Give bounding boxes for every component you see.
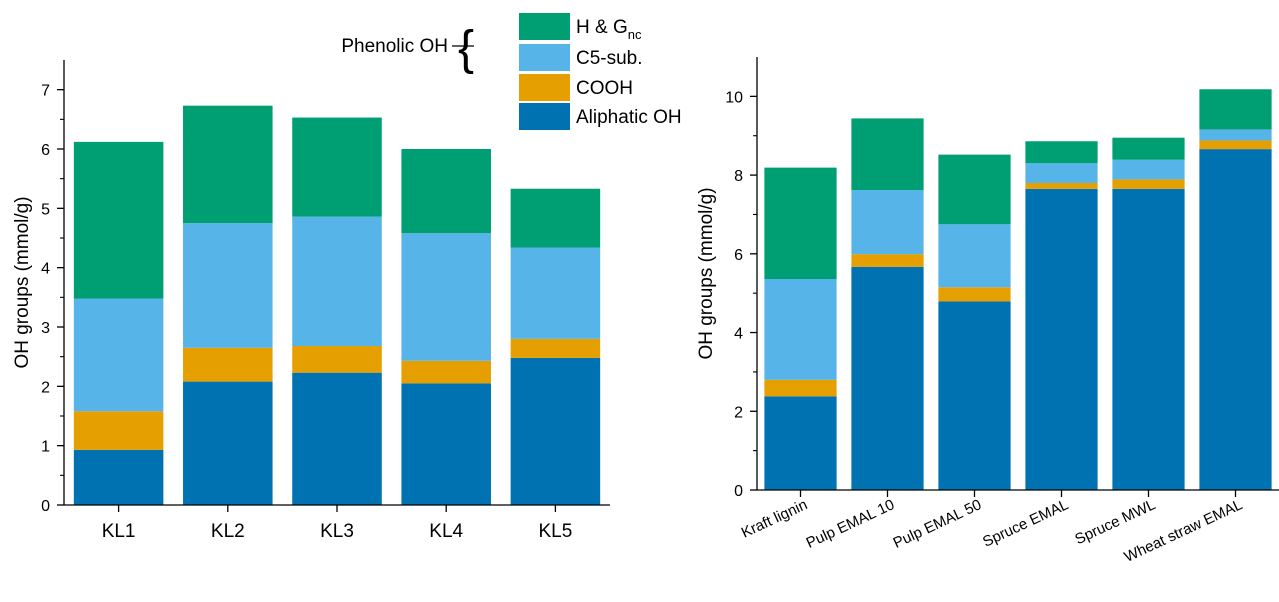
bar-hg-kl3 <box>292 117 382 217</box>
bar-hg-kl2 <box>183 105 273 224</box>
bar-cooh-spruce-mwl <box>1112 179 1185 189</box>
y-tick-label: 8 <box>734 168 743 185</box>
bar-c5sub-kl2 <box>183 223 273 348</box>
y-tick-label: 1 <box>41 439 50 456</box>
x-tick-label: Spruce EMAL <box>980 496 1071 551</box>
bar-c5sub-pulp-emal-10 <box>851 190 924 255</box>
bar-hg-kraft-lignin <box>764 167 837 280</box>
left-chart: KL1 KL2 KL3 KL4 KL5 0 1 2 3 4 5 6 7 OH groups (mmol/g… <box>12 60 610 542</box>
bar-aliphatic-kl5 <box>510 357 601 505</box>
bar-hg-spruce-mwl <box>1112 137 1185 160</box>
bar-cooh-kl5 <box>510 338 601 358</box>
x-tick-label: KL1 <box>102 521 136 542</box>
x-tick-label: Pulp EMAL 10 <box>804 496 898 552</box>
y-tick-label: 0 <box>41 498 50 515</box>
bar-aliphatic-spruce-emal <box>1025 188 1098 491</box>
bar-hg-spruce-emal <box>1025 141 1098 164</box>
bar-cooh-kl2 <box>183 347 273 382</box>
x-tick-label: Pulp EMAL 50 <box>891 496 985 552</box>
legend-swatch-c5sub <box>519 44 570 71</box>
bar-aliphatic-wheat-straw-emal <box>1199 149 1272 491</box>
legend: Phenolic OH { H & Gnc C5-sub. COOH Aliphati… <box>341 13 682 130</box>
legend-items: H & Gnc C5-sub. COOH Aliphatic OH <box>519 13 682 130</box>
bar-cooh-kraft-lignin <box>764 379 837 397</box>
x-tick-label: KL2 <box>211 521 245 542</box>
bar-c5sub-wheat-straw-emal <box>1199 129 1272 141</box>
bar-c5sub-spruce-mwl <box>1112 159 1185 180</box>
bar-c5sub-kl1 <box>73 298 164 412</box>
bar-cooh-pulp-emal-50 <box>938 287 1011 302</box>
bar-aliphatic-kl3 <box>292 372 382 505</box>
bar-aliphatic-kl1 <box>73 449 164 505</box>
y-tick-label: 4 <box>734 326 743 343</box>
bar-hg-kl5 <box>510 188 601 248</box>
bar-hg-pulp-emal-10 <box>851 118 924 191</box>
bar-aliphatic-kraft-lignin <box>764 396 837 490</box>
bar-cooh-spruce-emal <box>1025 182 1098 189</box>
x-tick-label: KL4 <box>429 521 463 542</box>
y-tick-label: 10 <box>725 89 743 106</box>
y-axis-label: OH groups (mmol/g) <box>696 187 717 359</box>
legend-group-label: Phenolic OH <box>341 36 448 57</box>
y-tick-label: 0 <box>734 483 743 500</box>
x-tick-label: KL5 <box>538 521 572 542</box>
y-tick-label: 7 <box>41 83 50 100</box>
bar-hg-kl4 <box>401 149 491 234</box>
bar-hg-wheat-straw-emal <box>1199 89 1272 130</box>
legend-brace: { <box>458 22 474 75</box>
bar-hg-kl1 <box>73 141 164 299</box>
bar-cooh-kl1 <box>73 411 164 450</box>
legend-label-hg: H & Gnc <box>576 17 642 42</box>
y-tick-label: 5 <box>41 201 50 218</box>
bar-aliphatic-spruce-mwl <box>1112 188 1185 491</box>
y-tick-label: 4 <box>41 261 50 278</box>
bar-c5sub-kl4 <box>401 233 491 361</box>
bar-hg-pulp-emal-50 <box>938 154 1011 225</box>
y-axis-label: OH groups (mmol/g) <box>12 196 33 368</box>
bar-cooh-kl4 <box>401 360 491 384</box>
bar-c5sub-kl3 <box>292 216 382 346</box>
bar-aliphatic-kl4 <box>401 383 491 505</box>
bar-cooh-pulp-emal-10 <box>851 254 924 267</box>
legend-swatch-aliphatic <box>519 103 570 130</box>
legend-label-aliphatic: Aliphatic OH <box>576 107 682 128</box>
bar-cooh-kl3 <box>292 345 382 373</box>
legend-label-c5sub: C5-sub. <box>576 48 643 69</box>
y-tick-label: 2 <box>734 404 743 421</box>
y-tick-label: 3 <box>41 320 50 337</box>
bar-c5sub-spruce-emal <box>1025 163 1098 183</box>
y-tick-label: 2 <box>41 379 50 396</box>
bar-aliphatic-pulp-emal-10 <box>851 266 924 490</box>
bar-c5sub-kl5 <box>510 247 601 339</box>
bar-cooh-wheat-straw-emal <box>1199 140 1272 150</box>
y-tick-label: 6 <box>41 142 50 159</box>
bar-c5sub-kraft-lignin <box>764 279 837 380</box>
bar-aliphatic-pulp-emal-50 <box>938 301 1011 490</box>
legend-label-cooh: COOH <box>576 78 633 99</box>
y-tick-label: 6 <box>734 247 743 264</box>
legend-swatch-hg <box>519 13 570 40</box>
bar-aliphatic-kl2 <box>183 381 273 505</box>
bar-c5sub-pulp-emal-50 <box>938 224 1011 288</box>
x-tick-label: KL3 <box>320 521 354 542</box>
x-tick-label: Kraft lignin <box>739 496 810 541</box>
legend-swatch-cooh <box>519 74 570 101</box>
